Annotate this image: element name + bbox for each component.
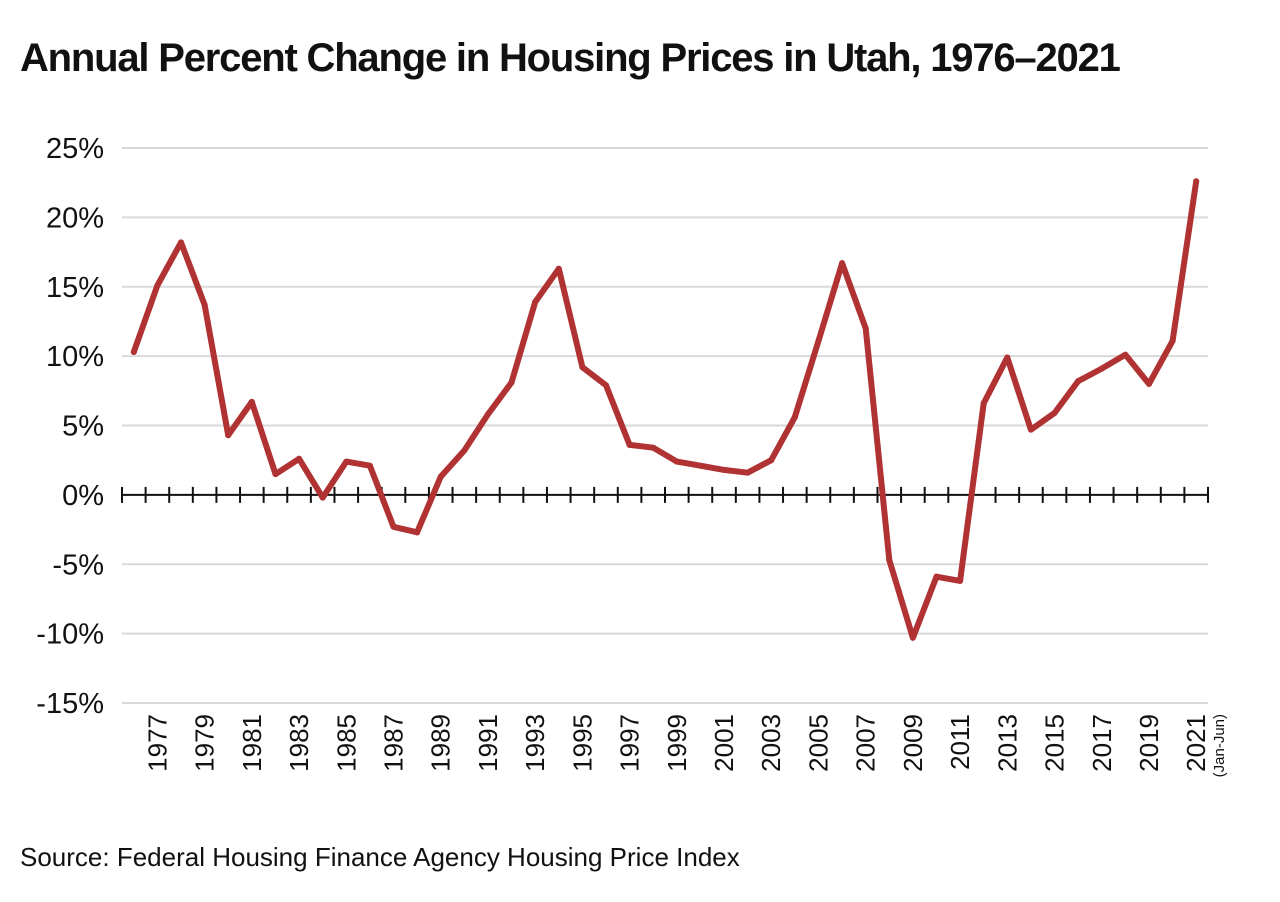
x-tick-label: 2007 (851, 714, 881, 772)
data-point (390, 523, 397, 530)
data-point (1193, 178, 1200, 185)
y-tick-label: 25% (46, 133, 104, 165)
data-point (721, 466, 728, 473)
source-note: Source: Federal Housing Finance Agency H… (20, 842, 740, 872)
data-point (626, 441, 633, 448)
x-tick-label: 1991 (473, 714, 503, 772)
data-point (343, 458, 350, 465)
x-tick-label: 2001 (709, 714, 739, 772)
data-point (414, 529, 421, 536)
data-point (579, 364, 586, 371)
data-point (697, 462, 704, 469)
x-tick-label: 2017 (1087, 714, 1117, 772)
x-tick-label: 2013 (992, 714, 1022, 772)
x-tick-label: 1997 (615, 714, 645, 772)
y-tick-label: 0% (62, 480, 104, 512)
data-point (650, 444, 657, 451)
data-point (248, 398, 255, 405)
data-point (980, 400, 987, 407)
y-tick-label: 5% (62, 411, 104, 443)
data-point (862, 325, 869, 332)
data-point (130, 348, 137, 355)
series-line (130, 178, 1200, 641)
data-point (366, 462, 373, 469)
x-tick-label: 1989 (426, 714, 456, 772)
x-tick-label: 2009 (898, 714, 928, 772)
x-tick-label: 2011 (945, 714, 975, 770)
x-tick-label: 1993 (520, 714, 550, 772)
x-tick-label: 1981 (237, 714, 267, 772)
data-point (1004, 354, 1011, 361)
data-point (1051, 410, 1058, 417)
y-tick-label: 10% (46, 341, 104, 373)
data-point (319, 494, 326, 501)
data-point (1169, 337, 1176, 344)
data-point (1027, 426, 1034, 433)
data-point (154, 282, 161, 289)
x-tick-label: 1987 (379, 714, 409, 772)
data-point (296, 455, 303, 462)
x-tick-label: 1983 (284, 714, 314, 772)
x-tick-label-note: (Jan-Jun) (1211, 714, 1228, 777)
data-point (484, 411, 491, 418)
data-point (933, 573, 940, 580)
x-axis (121, 486, 1209, 503)
data-point (437, 473, 444, 480)
data-point (815, 337, 822, 344)
data-point (909, 634, 916, 641)
data-point (532, 299, 539, 306)
data-point (555, 265, 562, 272)
x-tick-label: 1995 (567, 714, 597, 772)
data-point (201, 301, 208, 308)
y-tick-label: 20% (46, 202, 104, 234)
series-layer (130, 178, 1200, 641)
y-tick-label: -10% (36, 619, 104, 651)
data-point (791, 414, 798, 421)
gridlines (122, 147, 1208, 704)
data-point (1145, 380, 1152, 387)
x-tick-label: 2019 (1134, 714, 1164, 772)
x-tick-label: 2005 (803, 714, 833, 772)
data-point (744, 469, 751, 476)
chart-title: Annual Percent Change in Housing Prices … (20, 36, 1121, 80)
y-tick-label: -5% (52, 549, 104, 581)
data-point (957, 577, 964, 584)
data-point (508, 379, 515, 386)
y-axis-tick-labels: 25% 20% 15% 10% 5% 0% -5% -10% -15% (36, 133, 104, 720)
x-tick-label: 2015 (1040, 714, 1070, 772)
data-point (839, 260, 846, 267)
data-point (225, 432, 232, 439)
data-point (1122, 351, 1129, 358)
data-point (1075, 378, 1082, 385)
x-tick-label: 2003 (756, 714, 786, 772)
data-point (1098, 365, 1105, 372)
data-point (272, 471, 279, 478)
data-point (178, 239, 185, 246)
y-tick-label: -15% (36, 688, 104, 720)
line-chart: 25% 20% 15% 10% 5% 0% -5% -10% -15% 1977 1979 1981… (36, 133, 1228, 777)
data-point (886, 557, 893, 564)
y-tick-label: 15% (46, 272, 104, 304)
x-axis-tick-labels: 1977 1979 1981 1983 1985 1987 1989 1991 1993 1995… (142, 714, 1228, 777)
x-tick-label: 1985 (331, 714, 361, 772)
data-point (602, 382, 609, 389)
data-point (673, 458, 680, 465)
x-tick-label: 1977 (142, 714, 172, 772)
x-tick-label: 2021 (1181, 714, 1211, 772)
x-tick-label: 1979 (190, 714, 220, 772)
data-point (461, 447, 468, 454)
data-point (768, 457, 775, 464)
x-tick-label: 1999 (662, 714, 692, 772)
